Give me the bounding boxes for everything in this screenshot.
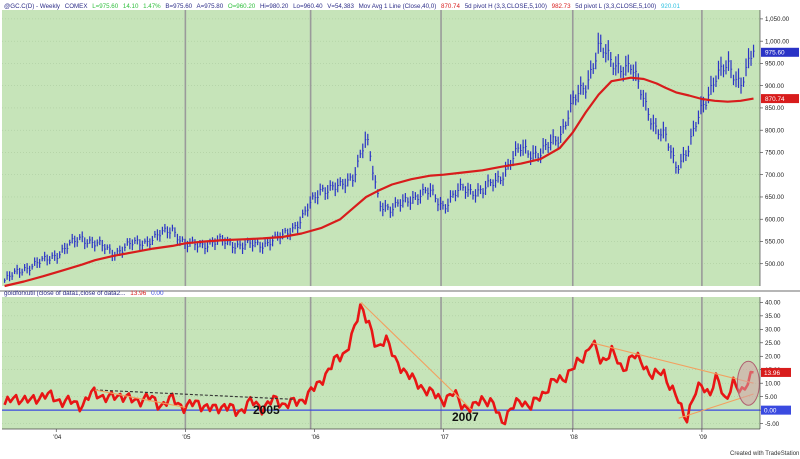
indicator-tick-label: 35.00 [765, 313, 781, 320]
indicator-tick-label: 30.00 [765, 327, 781, 334]
price-tick-label: 600.00 [765, 216, 784, 223]
price-tick-label: 900.00 [765, 83, 784, 90]
price-series [3, 32, 755, 288]
indicator-tick-label: 10.00 [765, 380, 781, 387]
indicator-panel [2, 297, 760, 429]
indicator-tick-label: 40.00 [765, 300, 781, 307]
price-tick-label: 500.00 [765, 261, 784, 268]
price-tick-label: 650.00 [765, 194, 784, 201]
indicator-tick-label: 25.00 [765, 340, 781, 347]
trendline-2004-2005-upper [94, 389, 296, 400]
trend-lines [94, 301, 760, 419]
price-panel [2, 10, 760, 286]
indicator-header: goldforxutil (close of data1,close of da… [4, 290, 164, 297]
trendline-2004-decline [94, 389, 186, 408]
x-tick-label: '04 [53, 434, 62, 441]
indicator-series [2, 303, 760, 426]
moving-average-line [4, 76, 754, 288]
annotation-2005: 2005 [253, 403, 280, 417]
price-header: @GC.C(D) - Weekly COMEX L=975.60 14.10 1… [4, 3, 680, 10]
axes: 500.00 550.00 600.00 650.00 700.00 750.00 800.… [2, 10, 799, 441]
price-tick-label: 800.00 [765, 127, 784, 134]
ma-value-label: 870.74 [765, 96, 785, 103]
trendline-2008-2009-upper [591, 342, 754, 384]
zero-value-box [761, 405, 791, 415]
price-tick-label: 1,050.00 [765, 16, 790, 23]
price-tick-label: 950.00 [765, 61, 784, 68]
indicator-tick-label: -5.00 [765, 421, 780, 428]
price-tick-label: 550.00 [765, 239, 784, 246]
indicator-line [3, 303, 754, 426]
indicator-value-box [761, 367, 791, 377]
x-tick-label: '07 [441, 434, 450, 441]
price-tick-label: 700.00 [765, 172, 784, 179]
price-tick-label: 850.00 [765, 105, 784, 112]
last-price-label: 975.60 [765, 50, 785, 57]
indicator-tick-label: 20.00 [765, 353, 781, 360]
x-tick-label: '09 [699, 434, 708, 441]
footer-credit: Created with TradeStation [730, 451, 799, 457]
last-price-box [761, 47, 799, 57]
price-tick-label: 750.00 [765, 150, 784, 157]
year-separators [184, 10, 703, 429]
highlight-ellipse [736, 360, 760, 406]
x-tick-label: '05 [182, 434, 191, 441]
indicator-tick-label: 5.00 [765, 394, 778, 401]
annotation-2007: 2007 [452, 410, 479, 424]
price-tick-label: 1,000.00 [765, 38, 790, 45]
indicator-value-label: 13.96 [764, 370, 780, 377]
trendline-2006-2007-decline [360, 301, 473, 411]
x-tick-label: '06 [311, 434, 320, 441]
x-tick-label: '08 [570, 434, 579, 441]
zero-value-label: 0.00 [764, 408, 777, 415]
ma-value-box [761, 94, 799, 104]
